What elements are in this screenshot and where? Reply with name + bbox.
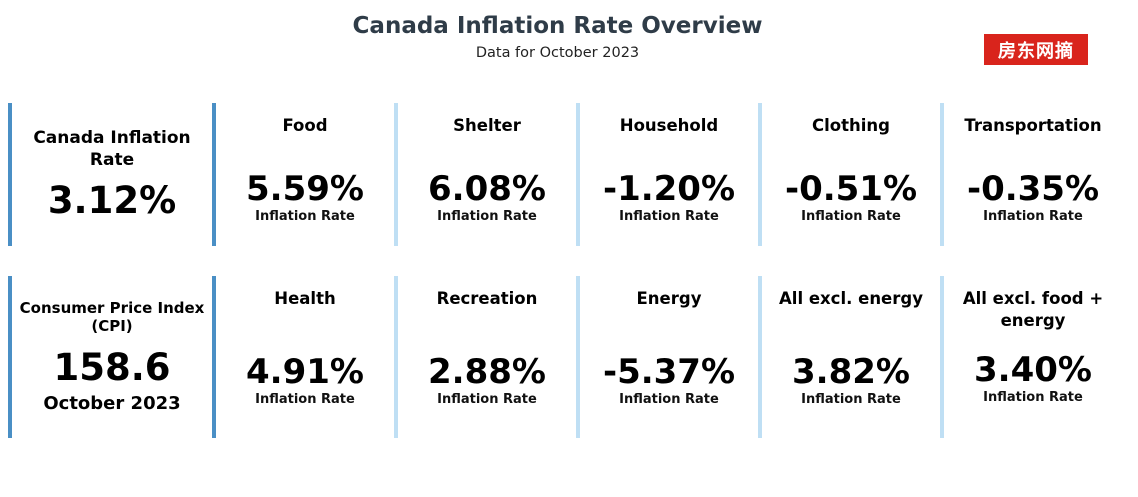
card-label: Inflation Rate: [983, 390, 1083, 405]
card-label: Inflation Rate: [801, 392, 901, 407]
card-label: Inflation Rate: [255, 209, 355, 224]
card-all-excl-energy: All excl. energy 3.82% Inflation Rate: [758, 276, 940, 438]
card-title: Clothing: [812, 116, 890, 135]
page-subtitle: Data for October 2023: [475, 45, 640, 61]
card-title: Health: [274, 289, 336, 308]
card-transportation: Transportation -0.35% Inflation Rate: [940, 103, 1122, 246]
card-value: -0.51%: [784, 169, 918, 209]
card-title: Energy: [636, 289, 702, 308]
card-label: Inflation Rate: [437, 209, 537, 224]
card-title: Transportation: [964, 116, 1102, 135]
card-value: 5.59%: [246, 169, 364, 209]
page-title: Canada Inflation Rate Overview: [352, 13, 763, 39]
card-value: 3.12%: [47, 179, 177, 222]
card-title: Consumer Price Index (CPI): [19, 299, 205, 335]
card-value: 6.08%: [428, 169, 546, 209]
card-value: 158.6: [53, 346, 171, 389]
card-title: Canada Inflation Rate: [33, 128, 191, 170]
card-label: Inflation Rate: [983, 209, 1083, 224]
card-energy: Energy -5.37% Inflation Rate: [576, 276, 758, 438]
card-canada-inflation-rate: Canada Inflation Rate 3.12%: [8, 103, 212, 246]
card-food: Food 5.59% Inflation Rate: [212, 103, 394, 246]
card-recreation: Recreation 2.88% Inflation Rate: [394, 276, 576, 438]
card-label: Inflation Rate: [437, 392, 537, 407]
card-title: Food: [282, 116, 328, 135]
card-value: -0.35%: [966, 169, 1100, 209]
card-label: Inflation Rate: [619, 392, 719, 407]
stats-row-1: Canada Inflation Rate 3.12% Food 5.59% I…: [8, 103, 1122, 246]
card-clothing: Clothing -0.51% Inflation Rate: [758, 103, 940, 246]
card-health: Health 4.91% Inflation Rate: [212, 276, 394, 438]
card-value: 2.88%: [428, 352, 546, 392]
card-cpi: Consumer Price Index (CPI) 158.6 October…: [8, 276, 212, 438]
card-value: 4.91%: [246, 352, 364, 392]
card-label: Inflation Rate: [619, 209, 719, 224]
card-value: 3.40%: [974, 350, 1092, 390]
header: Canada Inflation Rate Overview Data for …: [0, 10, 1115, 64]
card-shelter: Shelter 6.08% Inflation Rate: [394, 103, 576, 246]
card-label: Inflation Rate: [255, 392, 355, 407]
card-label: Inflation Rate: [801, 209, 901, 224]
card-title: All excl. energy: [779, 289, 923, 308]
card-title: All excl. food + energy: [962, 289, 1104, 330]
card-all-excl-food-energy: All excl. food + energy 3.40% Inflation …: [940, 276, 1122, 438]
stats-row-2: Consumer Price Index (CPI) 158.6 October…: [8, 276, 1122, 438]
watermark-logo: 房东网摘: [984, 34, 1088, 65]
card-value: 3.82%: [792, 352, 910, 392]
card-household: Household -1.20% Inflation Rate: [576, 103, 758, 246]
card-date: October 2023: [43, 393, 181, 414]
card-title: Household: [619, 116, 719, 135]
card-title: Recreation: [436, 289, 538, 308]
card-value: -5.37%: [602, 352, 736, 392]
card-title: Shelter: [453, 116, 521, 135]
card-value: -1.20%: [602, 169, 736, 209]
